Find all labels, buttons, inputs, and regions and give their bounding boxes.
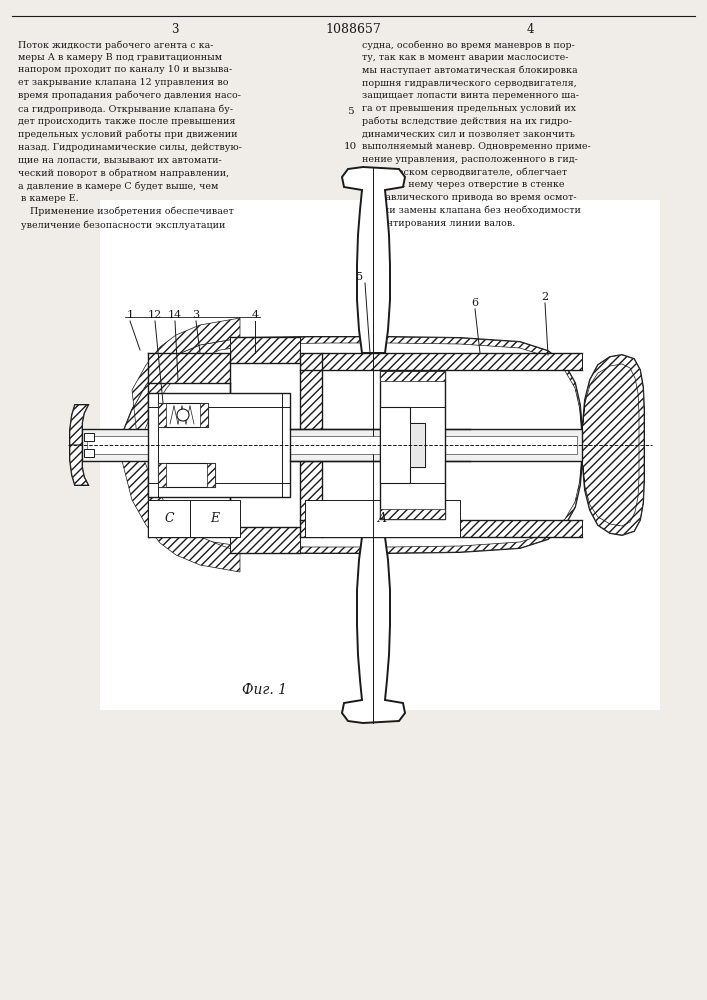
Polygon shape bbox=[118, 337, 582, 553]
Bar bbox=[158, 403, 208, 427]
Polygon shape bbox=[230, 337, 300, 363]
Polygon shape bbox=[148, 507, 230, 537]
Polygon shape bbox=[342, 537, 405, 723]
Text: C: C bbox=[164, 512, 174, 526]
Text: Фиг. 1: Фиг. 1 bbox=[243, 683, 288, 697]
Bar bbox=[100, 200, 660, 710]
Text: 5: 5 bbox=[356, 272, 363, 282]
Polygon shape bbox=[118, 445, 582, 553]
Text: 15: 15 bbox=[344, 178, 356, 187]
Polygon shape bbox=[300, 353, 322, 537]
Bar bbox=[158, 463, 215, 487]
Polygon shape bbox=[118, 318, 240, 572]
Bar bbox=[148, 500, 190, 537]
Text: 3: 3 bbox=[192, 310, 199, 320]
Bar bbox=[84, 433, 94, 441]
Bar bbox=[410, 423, 425, 467]
Text: 3: 3 bbox=[171, 23, 179, 36]
Text: 4: 4 bbox=[526, 23, 534, 36]
Polygon shape bbox=[158, 463, 166, 487]
Text: 14: 14 bbox=[168, 310, 182, 320]
Text: 1: 1 bbox=[127, 310, 134, 320]
Polygon shape bbox=[118, 337, 582, 445]
Text: 1088657: 1088657 bbox=[325, 23, 381, 36]
Polygon shape bbox=[200, 403, 208, 427]
Text: 5: 5 bbox=[346, 107, 354, 116]
Polygon shape bbox=[148, 353, 230, 383]
Bar bbox=[82, 429, 582, 461]
Bar bbox=[190, 500, 240, 537]
Polygon shape bbox=[582, 355, 644, 535]
Polygon shape bbox=[300, 353, 582, 370]
Text: судна, особенно во время маневров в пор-
ту, так как в момент аварии маслосисте-: судна, особенно во время маневров в пор-… bbox=[362, 40, 591, 228]
Text: 2: 2 bbox=[542, 292, 549, 302]
Polygon shape bbox=[70, 445, 88, 485]
Text: A: A bbox=[378, 512, 387, 526]
Bar bbox=[87, 436, 577, 454]
Bar bbox=[84, 449, 94, 457]
Polygon shape bbox=[582, 355, 644, 535]
Polygon shape bbox=[342, 167, 405, 353]
Text: 6: 6 bbox=[472, 298, 479, 308]
Polygon shape bbox=[70, 405, 88, 485]
Bar bbox=[148, 393, 290, 497]
Circle shape bbox=[177, 409, 189, 421]
Bar bbox=[380, 371, 445, 381]
Text: 10: 10 bbox=[344, 142, 356, 151]
Bar bbox=[305, 500, 460, 537]
Polygon shape bbox=[158, 403, 166, 427]
Text: E: E bbox=[211, 512, 220, 526]
Polygon shape bbox=[380, 407, 425, 483]
Text: 12: 12 bbox=[148, 310, 162, 320]
Text: 4: 4 bbox=[252, 310, 259, 320]
Text: Поток жидкости рабочего агента с ка-
меры А в камеру В под гравитационным
напоро: Поток жидкости рабочего агента с ка- мер… bbox=[18, 40, 242, 230]
Polygon shape bbox=[70, 405, 88, 445]
Bar bbox=[380, 509, 445, 519]
Bar bbox=[380, 371, 445, 519]
Polygon shape bbox=[207, 463, 215, 487]
Polygon shape bbox=[300, 520, 582, 537]
Polygon shape bbox=[230, 527, 300, 553]
